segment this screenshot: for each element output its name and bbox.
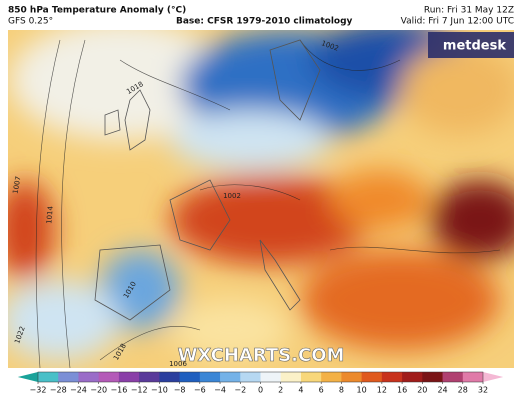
country-borders bbox=[94, 39, 321, 321]
run: Run: Fri 31 May 12Z bbox=[424, 6, 514, 16]
map: metdesk WXCHARTS.COM 1018101410071010102… bbox=[8, 30, 514, 368]
colorbar-label: 24 bbox=[437, 386, 447, 395]
base: Base: CFSR 1979-2010 climatology bbox=[176, 17, 353, 27]
watermark: WXCHARTS.COM bbox=[178, 345, 345, 366]
colorbar-segment bbox=[179, 372, 201, 382]
colorbar-label: 6 bbox=[319, 386, 324, 395]
colorbar-segment bbox=[78, 372, 100, 382]
colorbar-segment bbox=[321, 372, 342, 382]
colorbar-segment bbox=[341, 372, 363, 382]
logo-box bbox=[428, 32, 514, 58]
colorbar-label: −28 bbox=[50, 386, 67, 395]
anomaly-field bbox=[8, 30, 514, 360]
colorbar-segment bbox=[361, 372, 383, 382]
colorbar-label: −4 bbox=[214, 386, 226, 395]
isobar-label: 1014 bbox=[45, 205, 55, 224]
colorbar-label: 20 bbox=[417, 386, 427, 395]
model: GFS 0.25° bbox=[8, 17, 53, 27]
colorbar-label: −8 bbox=[174, 386, 186, 395]
colorbar-segment bbox=[58, 372, 79, 382]
colorbar-label: 28 bbox=[458, 386, 468, 395]
valid: Valid: Fri 7 Jun 12:00 UTC bbox=[401, 17, 514, 27]
colorbar-segment bbox=[159, 372, 181, 382]
colorbar-arrow bbox=[17, 372, 38, 382]
colorbar-label: −16 bbox=[110, 386, 127, 395]
colorbar-label: 10 bbox=[357, 386, 367, 395]
colorbar-segment bbox=[422, 372, 444, 382]
colorbar-segment bbox=[240, 372, 261, 382]
title: 850 hPa Temperature Anomaly (°C) bbox=[8, 6, 186, 16]
colorbar-segment bbox=[118, 372, 140, 382]
colorbar-segment bbox=[260, 372, 282, 382]
colorbar-segment bbox=[139, 372, 160, 382]
colorbar-label: 2 bbox=[278, 386, 283, 395]
colorbar-label: 0 bbox=[258, 386, 263, 395]
colorbar-segment bbox=[280, 372, 302, 382]
colorbar-segment bbox=[402, 372, 423, 382]
colorbar-segment bbox=[381, 372, 403, 382]
colorbar-label: −24 bbox=[70, 386, 87, 395]
isobar-label: 1006 bbox=[169, 360, 187, 368]
colorbar-label: −2 bbox=[234, 386, 246, 395]
colorbar-label: 12 bbox=[377, 386, 387, 395]
colorbar-segment bbox=[442, 372, 464, 382]
colorbar-label: −10 bbox=[151, 386, 168, 395]
isobars bbox=[35, 39, 501, 368]
colorbar-segment bbox=[98, 372, 120, 382]
isobar-label: 1002 bbox=[223, 192, 241, 200]
colorbar-segment bbox=[220, 372, 241, 382]
isobar-label: 1007 bbox=[12, 176, 23, 195]
colorbar-segment bbox=[462, 372, 484, 382]
colorbar-label: 16 bbox=[397, 386, 407, 395]
colorbar-label: −20 bbox=[90, 386, 107, 395]
colorbar-segment bbox=[300, 372, 322, 382]
colorbar-label: 32 bbox=[478, 386, 488, 395]
colorbar-segment bbox=[199, 372, 221, 382]
colorbar-segment bbox=[38, 372, 59, 382]
colorbar-label: 4 bbox=[298, 386, 303, 395]
colorbar-label: −32 bbox=[30, 386, 47, 395]
colorbar-arrow bbox=[483, 372, 504, 382]
colorbar-label: −12 bbox=[131, 386, 148, 395]
logo: metdesk bbox=[443, 39, 506, 54]
colorbar-label: −6 bbox=[194, 386, 206, 395]
colorbar-label: 8 bbox=[339, 386, 344, 395]
